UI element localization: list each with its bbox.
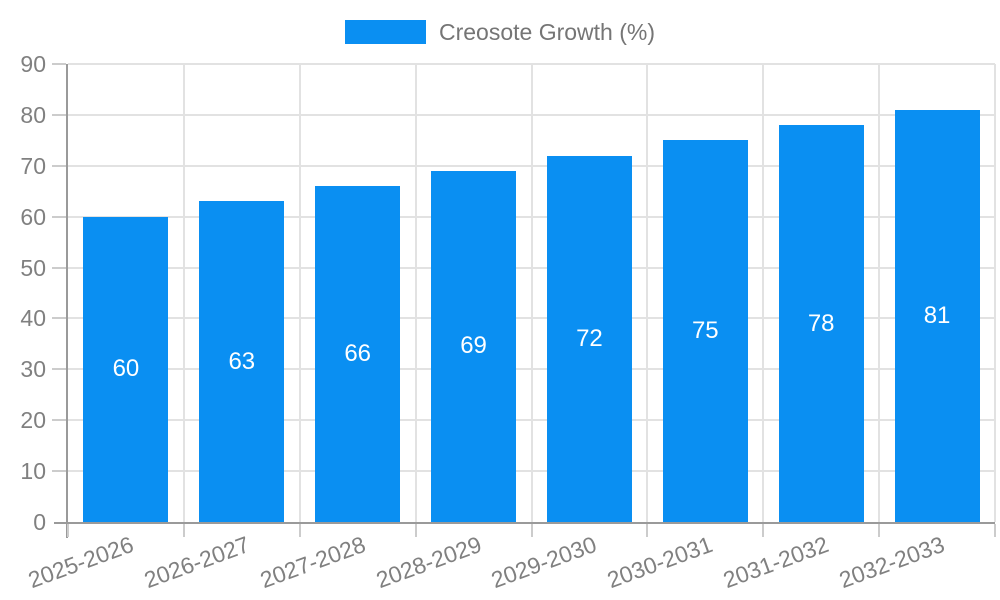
bar[interactable]: 72 <box>546 155 632 522</box>
y-axis-tick-mark <box>52 63 66 65</box>
gridline-vertical <box>994 64 996 522</box>
bar[interactable]: 66 <box>315 186 401 522</box>
legend-swatch <box>344 20 426 44</box>
y-axis-tick-label: 20 <box>20 407 46 434</box>
x-axis-tick-label: 2029-2030 <box>488 531 601 594</box>
x-axis-tick-label: 2032-2033 <box>835 531 948 594</box>
y-axis-tick-label: 10 <box>20 458 46 485</box>
x-axis-tick-mark <box>67 524 69 537</box>
x-axis-tick-mark <box>298 524 301 537</box>
legend-item[interactable]: Creosote Growth (%) <box>0 14 1000 50</box>
x-axis-tick-mark <box>530 524 533 537</box>
x-axis-tick-label: 2025-2026 <box>24 531 137 594</box>
gridline-vertical <box>646 64 649 522</box>
bar-value-label: 60 <box>112 355 140 383</box>
y-axis-tick-mark <box>52 419 66 422</box>
y-axis-tick-label: 70 <box>20 152 46 179</box>
y-axis-tick-label: 60 <box>20 203 46 230</box>
x-axis-tick-label: 2031-2032 <box>719 531 833 594</box>
y-axis-tick-label: 80 <box>20 101 46 128</box>
y-axis-tick-mark <box>52 317 66 320</box>
y-axis-line <box>66 64 68 538</box>
bar-value-label: 75 <box>691 317 719 345</box>
y-axis-tick-mark <box>52 164 66 167</box>
plot-area: 60 63 66 69 72 75 78 81 <box>68 63 996 522</box>
bar-value-label: 81 <box>923 301 951 329</box>
x-axis-tick-mark <box>182 524 185 537</box>
gridline-vertical <box>414 64 417 522</box>
x-axis-tick-mark <box>878 524 881 537</box>
bar[interactable]: 81 <box>894 109 980 522</box>
x-axis-tick-mark <box>994 524 996 537</box>
y-axis-tick-label: 50 <box>20 254 46 281</box>
y-axis-tick-mark <box>52 470 66 473</box>
legend-label: Creosote Growth (%) <box>438 19 655 45</box>
y-axis-tick-mark <box>52 266 66 269</box>
gridline-vertical <box>762 64 765 522</box>
x-axis-tick-mark <box>762 524 765 537</box>
y-axis-tick-mark <box>52 368 66 371</box>
bar[interactable]: 60 <box>83 216 169 522</box>
x-axis-tick-label: 2030-2031 <box>603 531 717 594</box>
x-axis-tick-label: 2028-2029 <box>372 531 485 594</box>
y-axis-tick-mark <box>52 113 66 116</box>
y-axis-tick-label: 40 <box>20 305 46 332</box>
gridline-vertical <box>298 64 301 522</box>
bar-value-label: 63 <box>228 347 256 375</box>
x-axis-tick-label: 2026-2027 <box>140 531 253 594</box>
y-axis-tick-label: 30 <box>20 356 46 383</box>
bar-value-label: 69 <box>460 332 487 360</box>
bar[interactable]: 75 <box>662 140 748 522</box>
y-axis-tick-label: 90 <box>20 51 46 77</box>
x-axis-tick-mark <box>646 524 649 537</box>
y-axis-tick-label: 0 <box>33 509 46 535</box>
x-axis-tick-mark <box>414 524 417 537</box>
bar[interactable]: 69 <box>431 170 517 522</box>
x-axis-tick-label: 2027-2028 <box>256 531 369 594</box>
gridline-vertical <box>878 64 881 522</box>
bar-value-label: 72 <box>576 324 603 352</box>
gridline-vertical <box>530 64 533 522</box>
bar-value-label: 78 <box>807 309 835 337</box>
bar[interactable]: 63 <box>199 201 285 522</box>
x-axis-line <box>54 522 995 524</box>
bar-value-label: 66 <box>344 340 372 368</box>
bar[interactable]: 78 <box>778 125 864 522</box>
y-axis-tick-mark <box>52 215 66 218</box>
gridline-vertical <box>182 64 185 522</box>
